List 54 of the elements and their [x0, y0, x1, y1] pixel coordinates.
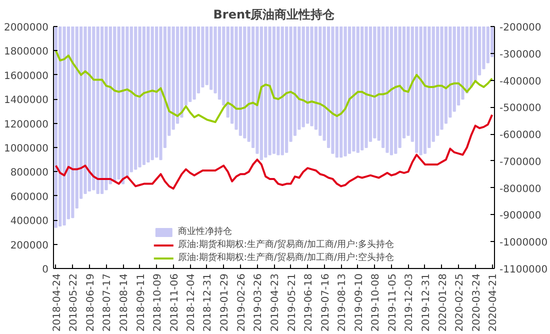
x-tick-label: 2020-01-28	[438, 273, 449, 332]
x-tick-label: 2019-12-03	[404, 273, 416, 332]
x-tick-label: 2019-08-13	[337, 273, 348, 332]
y2-tick-label: -700000	[500, 156, 542, 168]
x-tick-label: 2020-04-21	[488, 273, 500, 332]
chart-title: Brent原油商业性持仓	[213, 8, 336, 22]
y-tick-label: 2000000	[4, 22, 49, 34]
y2-tick-label: -600000	[500, 130, 542, 142]
x-tick-label: 2019-02-26	[236, 273, 248, 332]
x-tick-label: 2018-08-14	[119, 273, 130, 332]
x-tick-label: 2020-03-24	[471, 273, 482, 332]
line-series	[54, 50, 494, 124]
y-tick-label: 1800000	[4, 46, 49, 58]
y-tick-label: 0	[42, 264, 49, 276]
x-tick-label: 2019-05-21	[286, 273, 298, 332]
y-tick-label: 1600000	[4, 70, 49, 82]
x-tick-label: 2018-05-22	[68, 273, 80, 332]
x-tick-label: 2018-12-31	[202, 273, 214, 332]
y-tick-label: 400000	[10, 216, 49, 228]
x-tick-label: 2019-01-29	[220, 273, 231, 332]
y2-tick-label: -500000	[500, 103, 542, 114]
x-tick-label: 2019-09-10	[354, 273, 365, 332]
y-tick-label: 600000	[10, 192, 49, 203]
y-tick-label: 800000	[10, 168, 49, 179]
y2-tick-label: -1000000	[500, 238, 548, 249]
y-tick-label: 1400000	[4, 95, 49, 106]
legend-label: 商业性净持仓	[178, 226, 232, 238]
x-tick-label: 2019-06-18	[304, 273, 315, 332]
x-tick-label: 2018-12-04	[186, 273, 198, 332]
y-tick-label: 1000000	[4, 144, 49, 154]
x-tick-label: 2020-02-25	[454, 273, 466, 332]
y2-tick-label: -1100000	[500, 264, 548, 276]
y2-tick-label: -400000	[500, 76, 542, 88]
x-tick-label: 2019-12-31	[420, 273, 432, 332]
y2-tick-label: -800000	[500, 184, 542, 195]
x-tick-label: 2018-11-06	[169, 273, 180, 332]
x-tick-label: 2019-07-16	[320, 273, 332, 332]
x-tick-label: 2018-09-11	[136, 273, 147, 332]
x-tick-label: 2018-06-19	[85, 273, 96, 332]
legend-label: 原油:期货和期权:生产商/贸易商/加工商/用户:空头持仓	[178, 252, 394, 264]
x-tick-label: 2018-07-17	[102, 273, 114, 332]
x-tick-label: 2018-10-09	[152, 273, 164, 332]
y-tick-label: 1200000	[4, 119, 49, 130]
x-tick-label: 2018-04-24	[52, 273, 63, 332]
x-tick-label: 2019-04-23	[270, 273, 281, 332]
x-tick-label: 2019-03-26	[253, 273, 264, 332]
x-tick-label: 2019-10-08	[370, 273, 382, 332]
x-tick-label: 2019-11-05	[387, 273, 398, 332]
legend-label: 原油:期货和期权:生产商/贸易商/加工商/用户:多头持仓	[178, 238, 394, 251]
y2-tick-label: -200000	[500, 22, 542, 34]
y-tick-label: 200000	[10, 240, 49, 252]
y2-tick-label: -900000	[500, 210, 542, 222]
y2-tick-label: -300000	[500, 49, 542, 60]
line-series	[54, 114, 494, 190]
